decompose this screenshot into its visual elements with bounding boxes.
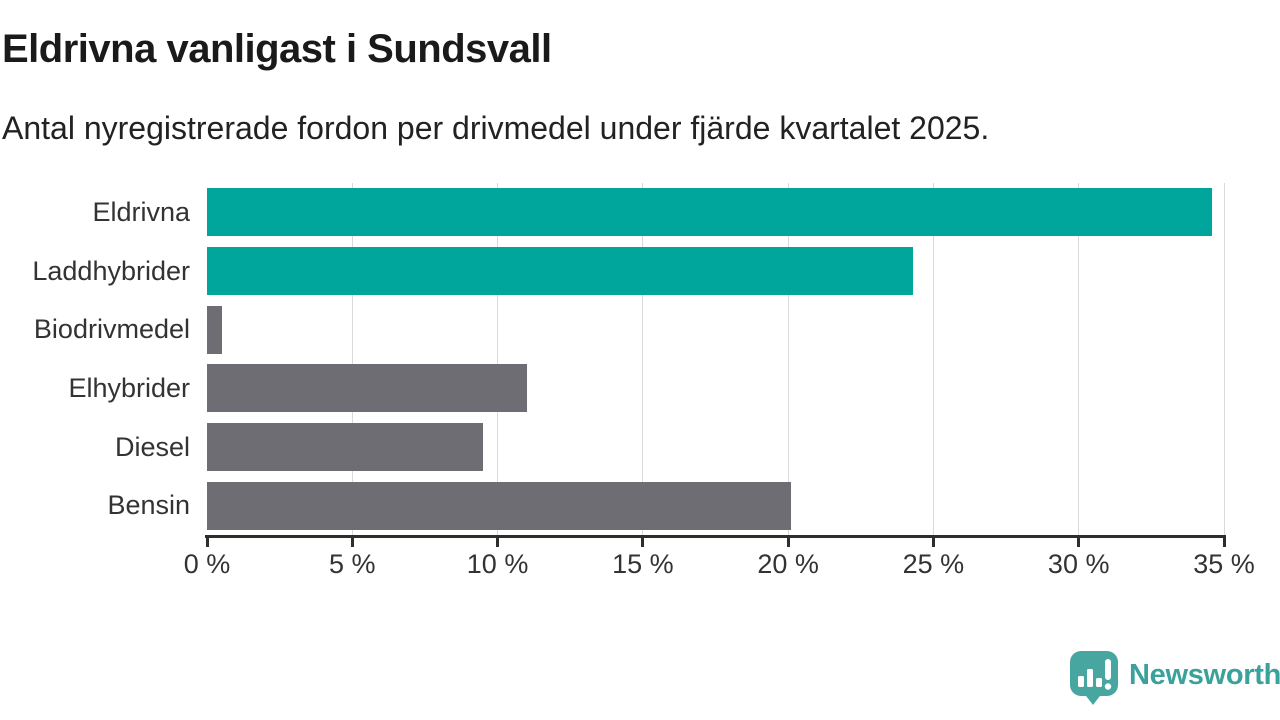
gridline (642, 183, 644, 535)
bar (207, 247, 914, 295)
gridline (1223, 183, 1225, 535)
tick-label: 10 % (466, 549, 529, 579)
bar (207, 188, 1213, 237)
tick-label: 15 % (612, 549, 674, 579)
bar (207, 364, 527, 413)
category-label: Bensin (107, 490, 190, 521)
category-label: Laddhybrider (32, 255, 190, 286)
tick-mark (205, 537, 209, 547)
tick-label: 30 % (1047, 549, 1110, 579)
bar (207, 423, 484, 471)
tick-mark (1077, 537, 1081, 547)
newsworthy-logo-text: Newsworthy (1129, 659, 1280, 691)
gridline (497, 183, 499, 535)
tick-mark (786, 537, 790, 547)
tick-label: 35 % (1193, 549, 1255, 579)
category-labels: Eldrivna Laddhybrider Biodrivmedel Elhybrid… (0, 183, 190, 535)
chart-title: Eldrivna vanligast i Sundsvall (2, 27, 552, 71)
category-label: Biodrivmedel (33, 314, 190, 345)
tick-mark (496, 537, 500, 547)
gridline (351, 183, 353, 535)
newsworthy-logo-icon (1070, 651, 1118, 705)
category-label: Elhybrider (68, 373, 190, 403)
tick-mark (641, 537, 645, 547)
tick-label: 5 % (329, 549, 376, 579)
tick-label: 0 % (183, 549, 231, 579)
chart-subtitle: Antal nyregistrerade fordon per drivmede… (2, 110, 990, 146)
plot-area (207, 183, 1225, 535)
tick-mark (1222, 537, 1226, 547)
gridline (932, 183, 934, 535)
tick-label: 20 % (757, 549, 819, 579)
tick-label: 25 % (902, 549, 965, 579)
category-label: Diesel (114, 431, 190, 462)
tick-mark (931, 537, 935, 547)
category-label: Eldrivna (92, 197, 190, 227)
gridline (787, 183, 789, 535)
tick-mark (350, 537, 354, 547)
x-axis-line (205, 535, 1226, 538)
bar (207, 481, 792, 530)
newsworthy-logo[interactable]: Newsworthy (1068, 650, 1280, 706)
bar (207, 305, 222, 354)
gridline (1078, 183, 1080, 535)
